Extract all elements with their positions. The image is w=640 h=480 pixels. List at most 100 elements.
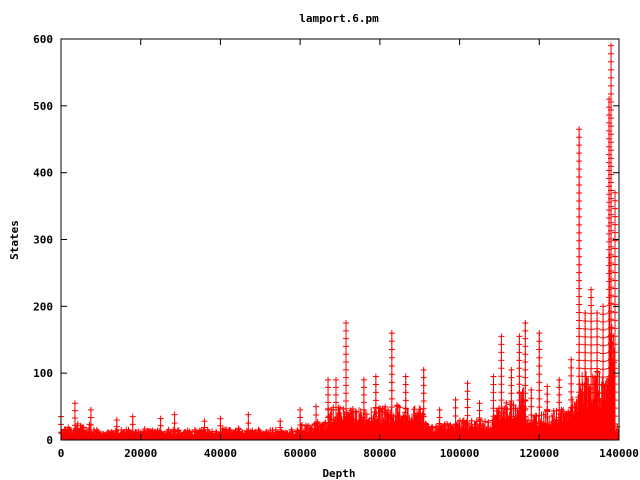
- data-point: [588, 421, 595, 428]
- data-point: [522, 405, 529, 412]
- data-point: [113, 423, 120, 430]
- data-point: [556, 399, 563, 406]
- data-point: [522, 382, 529, 389]
- data-point: [612, 237, 619, 244]
- data-point: [402, 397, 409, 404]
- data-point: [576, 373, 583, 380]
- data-point: [612, 405, 619, 412]
- data-point: [516, 413, 523, 420]
- data-point: [325, 406, 332, 413]
- data-point: [600, 319, 607, 326]
- data-point: [608, 179, 615, 186]
- data-point: [576, 245, 583, 252]
- data-point: [594, 341, 601, 348]
- data-point: [388, 371, 395, 378]
- data-point: [313, 403, 320, 410]
- data-point: [522, 320, 529, 327]
- data-point: [568, 396, 575, 403]
- data-point: [516, 365, 523, 372]
- y-tick-label: 200: [33, 300, 53, 313]
- data-point: [460, 417, 467, 424]
- data-point: [325, 421, 332, 428]
- data-point: [402, 405, 409, 412]
- data-point: [342, 421, 349, 428]
- data-point: [612, 389, 619, 396]
- data-point: [508, 398, 515, 405]
- data-point: [452, 396, 459, 403]
- data-point: [388, 354, 395, 361]
- data-point: [129, 421, 136, 428]
- data-point: [608, 74, 615, 81]
- data-point: [582, 325, 589, 332]
- data-point: [342, 429, 349, 436]
- data-point: [342, 405, 349, 412]
- data-point: [402, 373, 409, 380]
- data-point: [556, 429, 563, 436]
- data-point: [536, 379, 543, 386]
- data-point: [498, 389, 505, 396]
- data-point: [608, 42, 615, 49]
- data-point: [612, 221, 619, 228]
- data-point: [522, 366, 529, 373]
- data-point: [87, 406, 94, 413]
- data-point: [342, 374, 349, 381]
- data-point: [71, 422, 78, 429]
- data-point: [420, 374, 427, 381]
- data-point: [608, 147, 615, 154]
- data-point: [582, 317, 589, 324]
- data-point: [452, 404, 459, 411]
- data-point: [608, 308, 615, 315]
- data-point: [498, 421, 505, 428]
- data-point: [582, 349, 589, 356]
- data-point: [588, 373, 595, 380]
- data-point: [516, 389, 523, 396]
- data-point: [444, 420, 451, 427]
- data-point: [576, 405, 583, 412]
- data-point: [402, 429, 409, 436]
- data-point: [608, 324, 615, 331]
- data-point: [382, 403, 389, 410]
- data-point: [522, 398, 529, 405]
- data-point: [608, 364, 615, 371]
- data-point: [476, 429, 483, 436]
- data-point: [576, 357, 583, 364]
- data-point: [568, 356, 575, 363]
- data-point: [608, 171, 615, 178]
- data-point: [129, 413, 136, 420]
- data-point: [508, 421, 515, 428]
- data-point: [522, 413, 529, 420]
- data-point: [588, 326, 595, 333]
- data-point: [508, 374, 515, 381]
- data-point: [498, 413, 505, 420]
- data-point: [227, 427, 234, 434]
- data-point: [600, 405, 607, 412]
- data-point: [586, 385, 593, 392]
- data-point: [576, 229, 583, 236]
- data-point: [576, 333, 583, 340]
- data-point: [576, 142, 583, 149]
- data-point: [372, 389, 379, 396]
- data-point: [600, 397, 607, 404]
- data-point: [522, 429, 529, 436]
- data-point: [342, 351, 349, 358]
- y-axis-label: States: [8, 220, 21, 260]
- data-point: [349, 405, 356, 412]
- data-point: [342, 398, 349, 405]
- data-point: [612, 189, 619, 196]
- data-point: [87, 421, 94, 428]
- data-point: [608, 284, 615, 291]
- data-point: [235, 425, 242, 432]
- data-point: [576, 197, 583, 204]
- data-point: [71, 407, 78, 414]
- data-point: [612, 229, 619, 236]
- data-point: [536, 412, 543, 419]
- data-point: [402, 413, 409, 420]
- data-point: [536, 362, 543, 369]
- data-point: [342, 320, 349, 327]
- data-point: [528, 403, 535, 410]
- data-point: [325, 399, 332, 406]
- data-point: [447, 421, 454, 428]
- data-point: [325, 391, 332, 398]
- data-point: [498, 365, 505, 372]
- data-point: [594, 369, 601, 376]
